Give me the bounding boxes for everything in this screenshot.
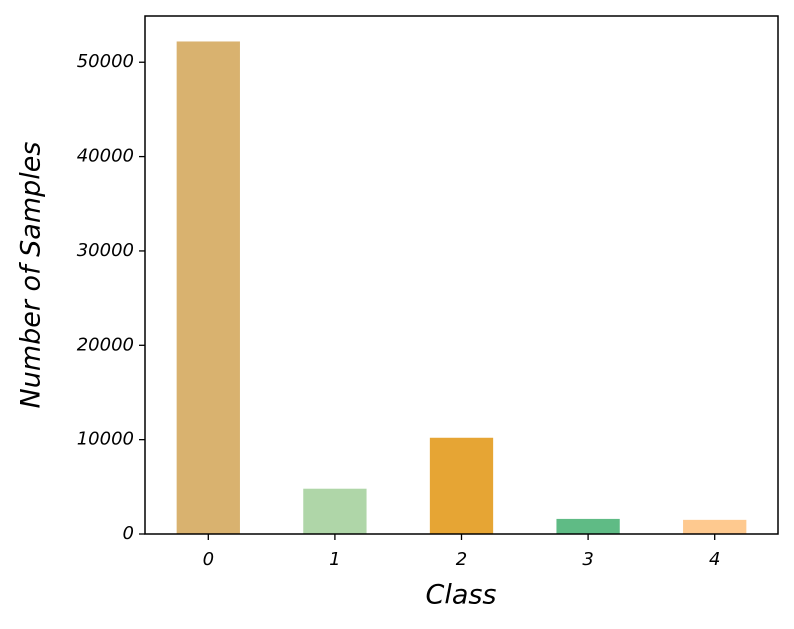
bar	[429, 437, 494, 534]
bar	[556, 518, 620, 534]
y-tick-label: 10000	[77, 429, 134, 450]
y-tick-label: 0	[123, 523, 134, 544]
plot-frame	[144, 15, 779, 535]
x-axis-title: Class	[425, 580, 496, 611]
bar	[303, 488, 367, 534]
x-tick-label: 4	[709, 549, 720, 570]
x-tick-label: 2	[456, 549, 467, 570]
y-tick-label: 40000	[77, 146, 134, 167]
bar	[176, 41, 240, 535]
x-tick-label: 3	[582, 549, 593, 570]
y-tick-label: 20000	[77, 334, 134, 355]
y-tick-label: 50000	[77, 51, 134, 72]
x-tick-label: 1	[329, 549, 340, 570]
bar	[683, 519, 747, 534]
y-tick-label: 30000	[77, 240, 134, 261]
x-tick-label: 0	[203, 549, 214, 570]
y-axis-title: Number of Samples	[16, 142, 47, 409]
